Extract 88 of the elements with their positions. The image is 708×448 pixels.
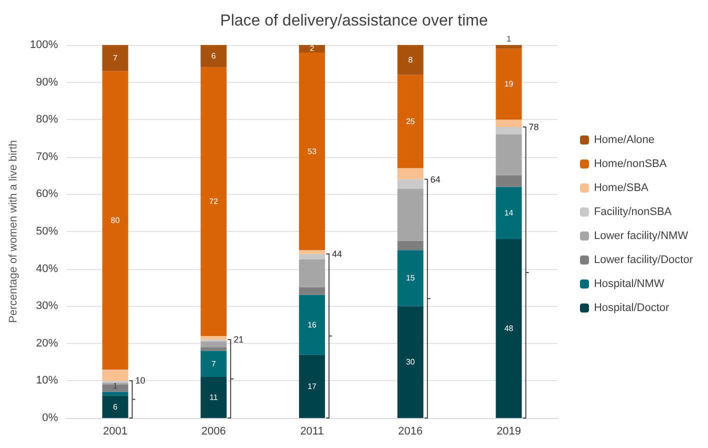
annotation: 10 (135, 376, 146, 386)
bar (200, 45, 227, 68)
annotation: 44 (332, 248, 342, 259)
bar (200, 347, 227, 351)
bar (299, 52, 326, 250)
bar (200, 350, 227, 377)
bar (496, 134, 522, 176)
bar (299, 45, 326, 52)
bar (496, 238, 522, 418)
data-label: 48 (504, 324, 514, 333)
y-tick-label: 90% (36, 76, 58, 88)
annotation: 78 (528, 122, 539, 132)
bar (397, 240, 424, 250)
data-label: 11 (209, 392, 218, 402)
legend-label: Hospital/Doctor (594, 302, 670, 314)
data-label: 2 (310, 44, 315, 54)
bar (496, 48, 522, 120)
legend-label: Home/Alone (594, 134, 655, 146)
bar (102, 71, 128, 370)
x-tick-label: 2011 (300, 426, 324, 438)
x-tick-label: 2001 (102, 426, 128, 438)
bar (397, 74, 424, 168)
y-tick-label: 100% (30, 39, 58, 51)
bar (200, 67, 227, 336)
bar (496, 176, 522, 187)
legend-label: Facility/nonSBA (594, 206, 672, 218)
data-label: 1 (113, 381, 118, 390)
data-label: 80 (110, 216, 120, 225)
bar (299, 259, 326, 288)
data-label: 6 (113, 402, 118, 412)
bar (496, 45, 522, 49)
data-label: 14 (504, 208, 514, 218)
bar (102, 392, 128, 396)
bar (397, 188, 424, 241)
bar (102, 396, 128, 418)
y-tick-label: 10% (36, 374, 58, 387)
data-label: 1 (506, 34, 512, 44)
bar (397, 168, 424, 180)
data-label: 7 (113, 54, 118, 63)
data-label: 53 (308, 146, 318, 156)
bar (496, 127, 522, 135)
bar (299, 250, 326, 254)
y-tick-label: 60% (36, 188, 58, 200)
data-label: 17 (308, 382, 318, 391)
chart-title: Place of delivery/assistance over time (220, 12, 488, 30)
bar (200, 376, 227, 418)
bar (496, 186, 522, 239)
legend-label: Home/nonSBA (594, 158, 668, 170)
data-label: 30 (406, 358, 416, 367)
y-axis-title: Percentage of women with a live birth (8, 140, 20, 323)
data-label: 16 (308, 320, 318, 330)
bar (102, 370, 128, 381)
y-tick-label: 20% (36, 337, 58, 350)
data-label: 25 (406, 116, 416, 126)
data-label: 72 (209, 197, 219, 206)
x-tick-label: 2019 (496, 426, 522, 438)
legend-label: Home/SBA (594, 182, 650, 194)
y-tick-label: 30% (36, 300, 58, 312)
legend-label: Hospital/NMW (594, 278, 665, 290)
annotation: 21 (234, 334, 244, 345)
bar (102, 45, 128, 72)
bar (299, 254, 326, 260)
x-tick-label: 2016 (398, 426, 423, 438)
y-tick-label: 50% (36, 226, 58, 238)
legend-label: Lower facility/Doctor (594, 254, 694, 266)
bar (496, 120, 522, 128)
y-tick-label: 0% (42, 412, 58, 424)
y-tick-label: 40% (36, 262, 58, 275)
bar (397, 306, 424, 418)
data-label: 15 (406, 274, 416, 283)
data-label: 7 (211, 359, 216, 368)
bar (200, 342, 227, 348)
legend-label: Lower facility/NMW (594, 230, 689, 242)
bar (397, 45, 424, 75)
data-label: 8 (408, 55, 414, 64)
bar (299, 287, 326, 295)
annotation: 64 (430, 174, 440, 184)
y-tick-label: 80% (36, 114, 58, 126)
bar (397, 250, 424, 306)
x-tick-label: 2006 (201, 426, 226, 438)
y-tick-label: 70% (36, 150, 58, 163)
bar (299, 294, 326, 355)
data-label: 19 (504, 80, 514, 89)
bar (397, 179, 424, 189)
bar (200, 336, 227, 340)
bar (102, 384, 128, 392)
bar (299, 354, 326, 418)
data-label: 6 (211, 52, 216, 61)
